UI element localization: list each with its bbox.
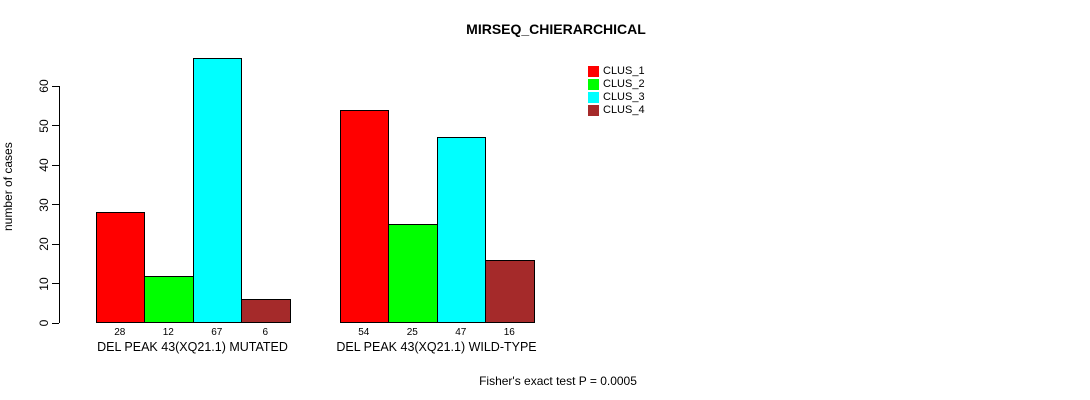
y-axis-tick: [52, 164, 59, 166]
y-axis-tick: [52, 243, 59, 245]
bar-clus_4-group2: [485, 260, 535, 323]
legend-swatch-icon: [588, 105, 599, 116]
bar-value-label: 16: [503, 327, 515, 338]
bar-value-label: 67: [211, 327, 223, 338]
bar-value-label: 6: [262, 327, 269, 338]
legend-label: CLUS_4: [603, 104, 645, 116]
y-axis-tick: [52, 204, 59, 205]
annotation-text: Fisher's exact test P = 0.0005: [479, 374, 637, 388]
legend-label: CLUS_1: [603, 65, 645, 77]
bar-clus_4-group1: [241, 299, 291, 323]
bar-clus_1-group1: [95, 212, 145, 323]
bar-value-label: 28: [114, 327, 126, 338]
y-axis-tick-label: 10: [37, 276, 51, 291]
legend-swatch-icon: [588, 79, 599, 90]
y-axis-tick-label: 60: [37, 79, 51, 93]
bar-value-label: 47: [455, 327, 467, 338]
legend-entry-clus_3: CLUS_3: [588, 91, 645, 104]
chart-title: MIRSEQ_CHIERARCHICAL: [466, 21, 646, 37]
bar-clus_1-group2: [339, 110, 389, 323]
bar-clus_2-group2: [388, 224, 438, 323]
legend-label: CLUS_2: [603, 78, 645, 90]
bar-value-label: 25: [406, 327, 418, 338]
legend-label: CLUS_3: [603, 91, 645, 103]
y-axis-tick: [52, 85, 59, 87]
bar-clus_2-group1: [144, 276, 194, 323]
y-axis-tick-label: 30: [37, 197, 51, 212]
y-axis-tick: [52, 125, 59, 126]
legend-swatch-icon: [588, 92, 599, 103]
legend-swatch-icon: [588, 66, 599, 77]
y-axis-line: [59, 86, 60, 323]
bar-value-label: 12: [162, 327, 174, 338]
y-axis-tick-label: 20: [37, 237, 51, 251]
y-axis-tick-label: 0: [37, 319, 51, 327]
category-label: DEL PEAK 43(XQ21.1) WILD-TYPE: [336, 340, 537, 354]
legend-entry-clus_1: CLUS_1: [588, 65, 645, 78]
y-axis-tick: [52, 283, 59, 284]
y-axis-label: number of cases: [1, 142, 15, 231]
bar-clus_3-group2: [436, 137, 486, 323]
y-axis-tick: [52, 322, 59, 324]
legend-entry-clus_2: CLUS_2: [588, 78, 645, 91]
y-axis-tick-label: 50: [37, 118, 51, 133]
bar-clus_3-group1: [192, 58, 242, 323]
y-axis-tick-label: 40: [37, 158, 51, 172]
category-label: DEL PEAK 43(XQ21.1) MUTATED: [97, 340, 288, 354]
bar-value-label: 54: [358, 327, 370, 338]
legend-entry-clus_4: CLUS_4: [588, 104, 645, 117]
legend: CLUS_1 CLUS_2 CLUS_3 CLUS_4: [588, 65, 645, 117]
